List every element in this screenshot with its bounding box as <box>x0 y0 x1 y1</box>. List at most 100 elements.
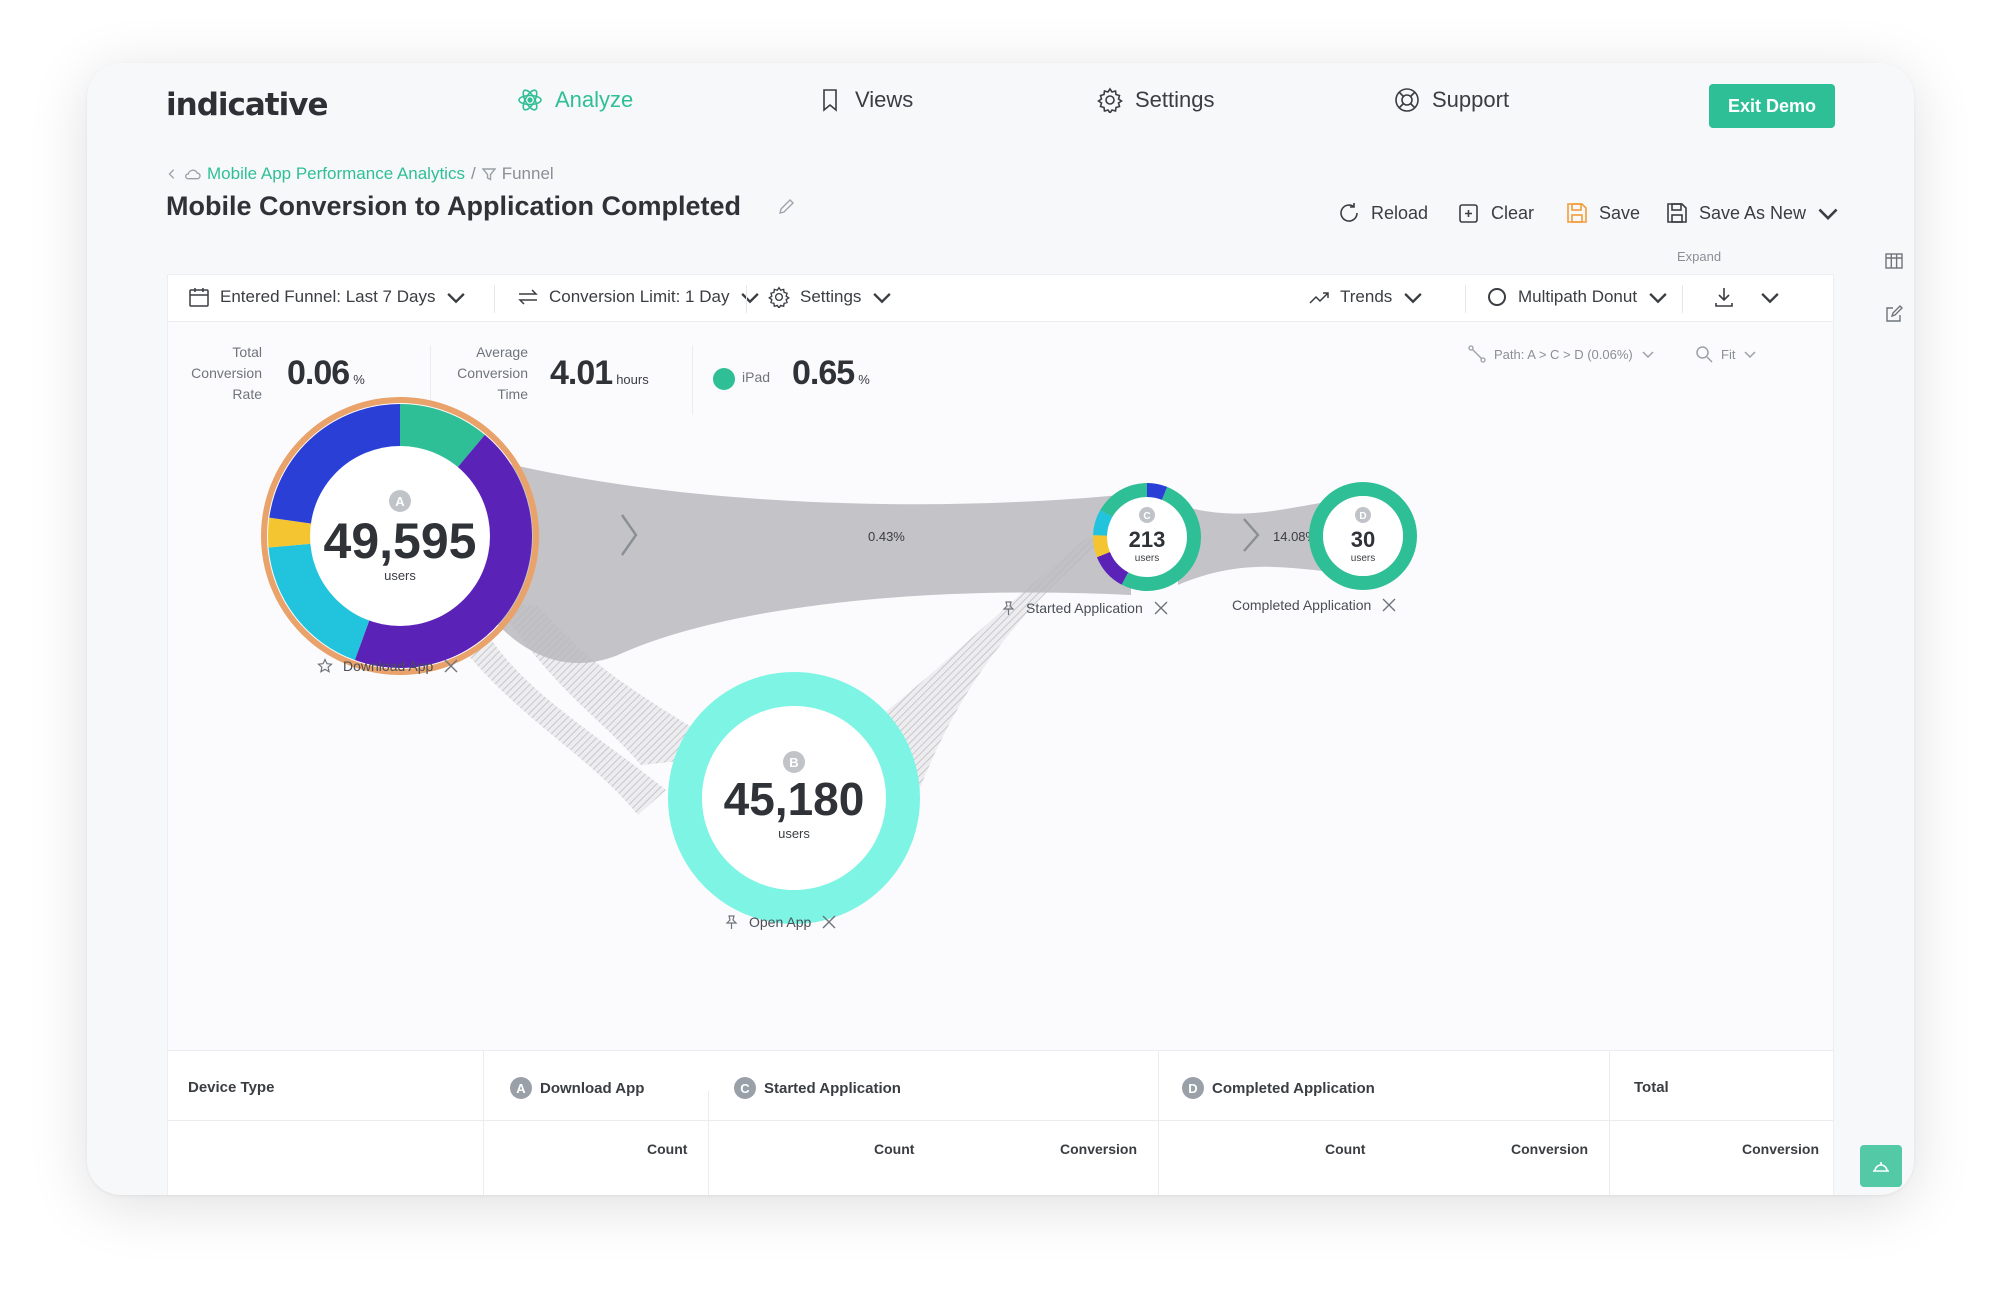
donut-icon <box>1488 288 1506 306</box>
node-c-label: Started Application <box>1000 600 1169 616</box>
nav-views-label: Views <box>855 87 914 112</box>
node-b-label-text: Open App <box>749 914 812 930</box>
donutA-segment <box>269 404 400 524</box>
node-a-unit: users <box>384 568 416 583</box>
th-a-count[interactable]: Count <box>647 1141 688 1157</box>
th-started-application-label: Started Application <box>764 1079 901 1097</box>
th-c-count[interactable]: Count <box>874 1141 915 1157</box>
donutC-segment <box>1100 483 1147 518</box>
columns-button[interactable] <box>1876 243 1912 279</box>
nav-settings[interactable]: Settings <box>1097 87 1215 113</box>
edit-notes-button[interactable] <box>1876 296 1912 332</box>
ipad-conversion-value: 0.65% <box>792 354 870 393</box>
save-as-new-label: Save As New <box>1699 202 1807 223</box>
badge-c: C <box>734 1077 756 1099</box>
th-completed-application-label: Completed Application <box>1212 1079 1375 1097</box>
chevron-down-icon <box>1404 293 1422 304</box>
multipath-donut-label: Multipath Donut <box>1518 287 1638 306</box>
th-download-app[interactable]: A Download App <box>510 1077 644 1099</box>
indicative-logo[interactable]: indicative <box>166 87 328 123</box>
node-c-count: 213 <box>1129 527 1166 552</box>
conversion-limit-dropdown[interactable]: Conversion Limit: 1 Day <box>517 286 761 308</box>
save-as-new-button[interactable]: Save As New <box>1665 201 1840 225</box>
close-icon[interactable] <box>1381 597 1397 613</box>
download-icon <box>1715 288 1733 307</box>
trends-label: Trends <box>1340 287 1393 306</box>
th-device-type[interactable]: Device Type <box>188 1079 275 1096</box>
breadcrumb-section: Funnel <box>501 164 554 183</box>
flow-a-to-c[interactable] <box>458 451 1131 664</box>
th-d-count[interactable]: Count <box>1325 1141 1366 1157</box>
avg-unit: hours <box>616 372 649 387</box>
close-icon[interactable] <box>1153 600 1169 616</box>
th-c-conversion[interactable]: Conversion <box>1060 1141 1138 1157</box>
donutC-segment <box>1147 483 1168 501</box>
multipath-donut-dropdown[interactable]: Multipath Donut <box>1486 286 1669 308</box>
node-d-letter: D <box>1359 511 1366 522</box>
arrow-a-to-c-icon <box>621 514 638 556</box>
pencil-icon[interactable] <box>777 196 797 216</box>
breadcrumb-project-link[interactable]: Mobile App Performance Analytics <box>207 164 465 183</box>
metric-divider <box>430 345 431 415</box>
reload-icon <box>1340 203 1358 222</box>
table-row-divider <box>168 1120 1833 1121</box>
th-d-conversion[interactable]: Conversion <box>1511 1141 1589 1157</box>
close-icon[interactable] <box>443 658 459 674</box>
breadcrumb-separator: / <box>470 164 476 183</box>
chevron-down-icon <box>1761 293 1779 304</box>
chevron-left-icon[interactable] <box>166 167 178 181</box>
chevron-down-icon <box>447 293 466 304</box>
ipad-label: iPad <box>742 369 771 385</box>
node-a-segments <box>268 404 532 668</box>
arrow-c-to-d-icon <box>1243 518 1260 552</box>
node-a-label-text: Download App <box>343 658 434 674</box>
nav-analyze[interactable]: Analyze <box>517 87 633 113</box>
th-total[interactable]: Total <box>1634 1079 1669 1096</box>
node-c-donut[interactable]: C 213 users <box>1093 483 1201 591</box>
calendar-icon <box>189 288 209 307</box>
node-a-donut[interactable]: A 49,595 users <box>261 397 539 675</box>
star-icon[interactable] <box>317 658 333 674</box>
table-divider <box>483 1051 484 1195</box>
pin-icon[interactable] <box>1000 600 1016 616</box>
th-download-app-label: Download App <box>540 1079 645 1097</box>
atom-icon <box>518 89 542 111</box>
breakdown-table-header <box>168 1050 1833 1195</box>
th-total-conversion[interactable]: Conversion <box>1742 1141 1820 1157</box>
donutA-segment <box>400 404 485 468</box>
ipad-dot <box>713 368 735 390</box>
ipad-unit: % <box>858 372 870 387</box>
node-d-donut[interactable]: D 30 users <box>1309 482 1417 590</box>
node-a-label: Download App <box>317 658 459 674</box>
download-dropdown[interactable] <box>1713 286 1781 308</box>
pin-icon[interactable] <box>723 914 739 930</box>
th-started-application[interactable]: C Started Application <box>734 1077 901 1099</box>
exit-demo-button[interactable]: Exit Demo <box>1709 84 1835 128</box>
total-unit: % <box>353 372 365 387</box>
clear-label: Clear <box>1491 202 1535 223</box>
entered-funnel-label: Entered Funnel: Last 7 Days <box>220 287 436 306</box>
total-value: 0.06 <box>287 354 350 392</box>
search-icon <box>1696 346 1713 363</box>
nav-support[interactable]: Support <box>1394 87 1509 113</box>
conversion-limit-label: Conversion Limit: 1 Day <box>549 287 730 306</box>
path-selector[interactable]: Path: A > C > D (0.06%) <box>1468 345 1655 363</box>
reload-button[interactable]: Reload <box>1337 201 1428 225</box>
clear-button[interactable]: Clear <box>1457 201 1534 225</box>
save-button[interactable]: Save <box>1565 201 1640 225</box>
nav-views[interactable]: Views <box>817 87 913 113</box>
columns-icon <box>1885 253 1903 269</box>
chat-button[interactable] <box>1860 1145 1902 1187</box>
trends-dropdown[interactable]: Trends <box>1308 286 1424 308</box>
flow-a-to-b-lower[interactable] <box>468 635 666 815</box>
close-icon[interactable] <box>821 914 837 930</box>
gear-icon <box>768 286 790 308</box>
entered-funnel-dropdown[interactable]: Entered Funnel: Last 7 Days <box>188 286 467 308</box>
cloud-icon <box>185 169 201 180</box>
expand-label[interactable]: Expand <box>1677 249 1722 264</box>
zoom-fit-dropdown[interactable]: Fit <box>1695 345 1757 363</box>
node-b-count: 45,180 <box>724 773 865 825</box>
funnel-settings-dropdown[interactable]: Settings <box>768 286 893 308</box>
node-b-donut[interactable]: B 45,180 users <box>668 672 920 924</box>
th-completed-application[interactable]: D Completed Application <box>1182 1077 1375 1099</box>
